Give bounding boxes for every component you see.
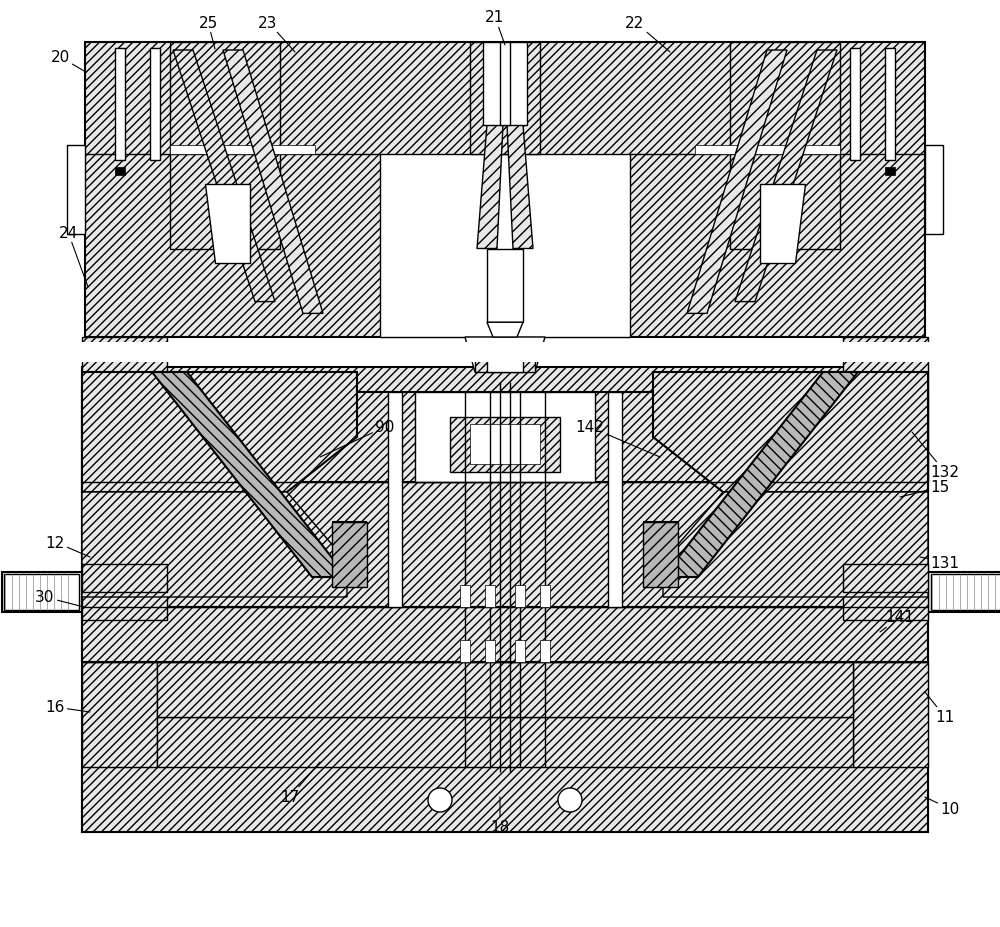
Text: 21: 21 bbox=[485, 10, 505, 46]
Text: 30: 30 bbox=[35, 590, 84, 607]
Bar bbox=[540, 641, 550, 662]
Text: 17: 17 bbox=[280, 762, 320, 805]
Bar bbox=[470, 43, 540, 155]
Text: 20: 20 bbox=[50, 50, 86, 73]
Polygon shape bbox=[653, 373, 928, 492]
Bar bbox=[82, 565, 167, 592]
Bar bbox=[170, 146, 315, 155]
Bar bbox=[170, 43, 280, 249]
Bar bbox=[925, 146, 943, 235]
Polygon shape bbox=[152, 373, 347, 578]
Bar bbox=[515, 641, 525, 662]
Bar bbox=[82, 592, 167, 620]
Bar bbox=[388, 392, 402, 607]
Bar bbox=[485, 641, 495, 662]
Bar bbox=[928, 572, 1000, 613]
Polygon shape bbox=[173, 51, 275, 302]
Bar bbox=[850, 49, 860, 160]
Bar bbox=[885, 168, 895, 175]
Polygon shape bbox=[82, 373, 357, 492]
Bar bbox=[470, 425, 540, 464]
Text: 22: 22 bbox=[625, 16, 670, 53]
Bar bbox=[853, 662, 928, 768]
Bar bbox=[115, 49, 125, 160]
Bar bbox=[150, 49, 160, 160]
Text: 131: 131 bbox=[920, 555, 960, 570]
Polygon shape bbox=[663, 373, 858, 578]
Text: 25: 25 bbox=[198, 16, 218, 50]
Text: 18: 18 bbox=[490, 797, 510, 834]
Bar bbox=[2, 572, 82, 613]
Circle shape bbox=[558, 788, 582, 812]
Circle shape bbox=[428, 788, 452, 812]
Bar bbox=[695, 146, 840, 155]
Bar bbox=[931, 575, 1000, 610]
Bar bbox=[67, 146, 85, 235]
Bar bbox=[82, 337, 167, 482]
Bar bbox=[487, 249, 523, 323]
Polygon shape bbox=[760, 184, 805, 264]
Polygon shape bbox=[643, 523, 678, 588]
Bar bbox=[82, 368, 928, 832]
Bar bbox=[82, 392, 928, 482]
Text: 16: 16 bbox=[45, 700, 90, 715]
Bar bbox=[460, 585, 470, 607]
Bar bbox=[485, 585, 495, 607]
Polygon shape bbox=[205, 184, 250, 264]
Bar bbox=[500, 43, 510, 125]
Bar bbox=[415, 392, 595, 482]
Bar bbox=[885, 49, 895, 160]
Text: 24: 24 bbox=[58, 225, 88, 287]
Bar bbox=[82, 482, 928, 607]
Text: 141: 141 bbox=[880, 610, 914, 632]
Polygon shape bbox=[735, 51, 837, 302]
Text: 15: 15 bbox=[900, 480, 950, 498]
Text: 12: 12 bbox=[45, 535, 90, 557]
Bar bbox=[115, 168, 125, 175]
Bar bbox=[460, 641, 470, 662]
Bar bbox=[730, 43, 840, 249]
Bar bbox=[608, 392, 622, 607]
Text: 11: 11 bbox=[925, 692, 955, 725]
Polygon shape bbox=[477, 125, 503, 249]
Bar bbox=[82, 607, 928, 662]
Bar bbox=[843, 337, 928, 482]
Polygon shape bbox=[663, 492, 928, 597]
Bar bbox=[843, 592, 928, 620]
Polygon shape bbox=[332, 523, 367, 588]
Bar bbox=[540, 585, 550, 607]
Bar bbox=[483, 43, 527, 125]
Bar bbox=[85, 43, 925, 337]
Polygon shape bbox=[82, 492, 347, 597]
Text: 23: 23 bbox=[258, 16, 295, 53]
Bar bbox=[4, 575, 79, 610]
Bar bbox=[0, 343, 1000, 362]
Bar bbox=[380, 155, 630, 337]
Text: 142: 142 bbox=[576, 420, 660, 458]
Bar bbox=[843, 565, 928, 592]
Bar bbox=[82, 662, 157, 768]
Polygon shape bbox=[223, 51, 323, 314]
Bar bbox=[450, 417, 560, 473]
Text: 10: 10 bbox=[925, 797, 960, 817]
Polygon shape bbox=[687, 51, 787, 314]
Polygon shape bbox=[465, 337, 545, 373]
Polygon shape bbox=[487, 323, 523, 337]
Bar bbox=[475, 352, 535, 373]
Bar bbox=[157, 717, 853, 768]
Bar bbox=[515, 585, 525, 607]
Text: 132: 132 bbox=[912, 433, 960, 480]
Bar bbox=[157, 662, 853, 717]
Bar bbox=[82, 768, 928, 832]
Text: 90: 90 bbox=[320, 420, 395, 458]
Bar bbox=[487, 352, 523, 373]
Polygon shape bbox=[507, 125, 533, 249]
